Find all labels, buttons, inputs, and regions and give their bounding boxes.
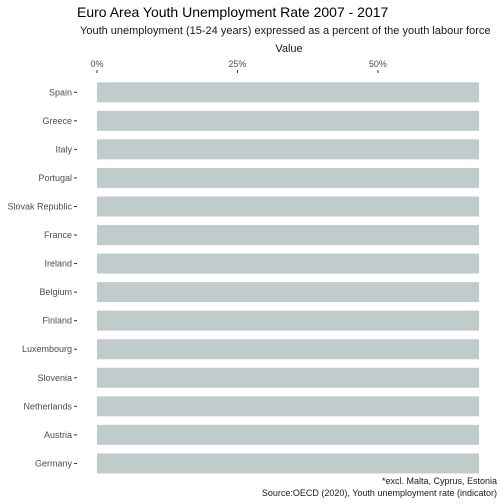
y-tick-label: France xyxy=(44,230,72,240)
bar xyxy=(97,396,479,417)
caption-note: *excl. Malta, Cyprus, Estonia xyxy=(382,476,497,486)
x-tick-label: 25% xyxy=(228,59,246,69)
y-tick-label: Netherlands xyxy=(23,401,72,411)
y-tick-label: Austria xyxy=(44,430,72,440)
bar xyxy=(97,167,479,188)
y-tick-label: Slovak Republic xyxy=(7,201,72,211)
caption-source: Source:OECD (2020), Youth unemployment r… xyxy=(262,488,497,498)
bars-group xyxy=(97,82,479,474)
bar xyxy=(97,453,479,474)
bar xyxy=(97,424,479,445)
bar xyxy=(97,253,479,274)
chart-subtitle: Youth unemployment (15-24 years) express… xyxy=(80,25,491,37)
y-axis: Spain Greece Italy Portugal Slovak Republic F… xyxy=(7,87,77,468)
y-tick-label: Italy xyxy=(55,144,72,154)
y-tick-label: Belgium xyxy=(39,287,72,297)
bar xyxy=(97,339,479,360)
bar xyxy=(97,282,479,303)
x-tick-label: 50% xyxy=(369,59,387,69)
y-tick-label: Greece xyxy=(42,116,72,126)
bar xyxy=(97,110,479,131)
bar xyxy=(97,225,479,246)
y-tick-label: Spain xyxy=(49,87,72,97)
x-axis-title: Value xyxy=(275,43,302,55)
y-tick-label: Slovenia xyxy=(37,373,72,383)
bar xyxy=(97,196,479,217)
chart-title: Euro Area Youth Unemployment Rate 2007 -… xyxy=(77,4,389,20)
x-axis: 0% 25% 50% xyxy=(90,59,387,73)
y-tick-label: Portugal xyxy=(38,173,72,183)
x-tick-label: 0% xyxy=(90,59,103,69)
y-tick-label: Luxembourg xyxy=(22,344,72,354)
bar xyxy=(97,367,479,388)
bar xyxy=(97,82,479,103)
bar xyxy=(97,139,479,160)
y-tick-label: Germany xyxy=(35,458,73,468)
y-tick-label: Ireland xyxy=(44,259,72,269)
bar xyxy=(97,310,479,331)
y-tick-label: Finland xyxy=(42,316,72,326)
